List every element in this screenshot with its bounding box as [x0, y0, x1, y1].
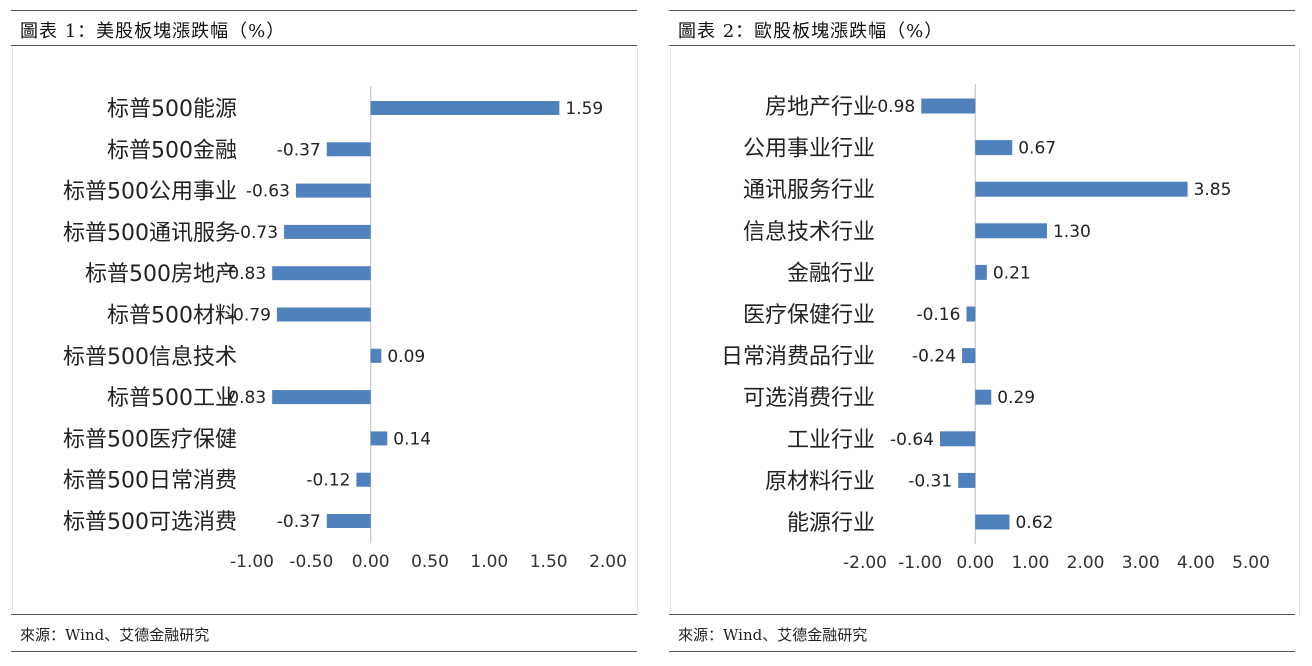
bar — [326, 142, 371, 157]
panel-guide-right — [1299, 48, 1300, 615]
category-label: 标普500日常消费 — [63, 469, 237, 494]
eu-sector-bar-chart: 房地产行业-0.98 公用事业行业 0.67 通讯服务行业 3.85 信息技术行业 1.30… — [721, 84, 1270, 573]
category-label: 标普500可选消费 — [63, 510, 237, 535]
chart-title-bar: 圖表 2：歐股板塊漲跌幅（%） — [669, 10, 1295, 46]
x-tick-label: 3.00 — [1122, 553, 1160, 573]
chart-title: 圖表 1：美股板塊漲跌幅（%） — [20, 21, 286, 42]
data-label: 3.85 — [1194, 180, 1232, 200]
bar — [272, 390, 371, 405]
category-label: 公用事业行业 — [743, 137, 875, 162]
x-tick-label: 0.00 — [352, 552, 390, 572]
category-label: 金融行业 — [787, 261, 875, 286]
data-label: 0.09 — [387, 347, 425, 367]
category-label: 标普500通讯服务 — [63, 221, 237, 246]
data-label: -0.63 — [246, 182, 290, 202]
x-tick-label: 1.00 — [470, 552, 508, 572]
category-label: 标普500医疗保健 — [63, 427, 237, 452]
data-label: 1.30 — [1053, 222, 1091, 242]
chart-source-bar: 來源：Wind、艾德金融研究 — [669, 614, 1295, 652]
x-tick-label: -1.00 — [230, 552, 274, 572]
bar — [962, 348, 976, 364]
bar — [939, 431, 976, 447]
x-tick-label: 1.50 — [530, 552, 568, 572]
data-label: 0.21 — [993, 263, 1031, 283]
chart-title: 圖表 2：歐股板塊漲跌幅（%） — [678, 21, 944, 42]
category-label: 可选消费行业 — [743, 386, 875, 411]
bar — [370, 431, 388, 446]
category-label: 医疗保健行业 — [743, 303, 875, 328]
bar — [975, 514, 1010, 530]
data-label: 0.67 — [1018, 139, 1056, 159]
x-tick-label: -2.00 — [843, 553, 887, 573]
category-label: 标普500材料 — [107, 304, 237, 329]
bar — [975, 223, 1047, 239]
data-label: 0.29 — [997, 388, 1035, 408]
data-label: -0.73 — [234, 223, 278, 243]
x-tick-label: 1.00 — [1011, 553, 1049, 573]
data-label: -0.79 — [227, 306, 271, 326]
bar — [370, 101, 560, 115]
us-sector-chart-panel: 圖表 1：美股板塊漲跌幅（%） 标普500能源 1.59 标普500金融 -0.37 标… — [11, 10, 637, 652]
category-label: 标普500房地产 — [85, 262, 237, 287]
x-tick-label: -0.50 — [289, 552, 333, 572]
x-tick-label: 2.00 — [1067, 553, 1105, 573]
us-sector-bar-chart: 标普500能源 1.59 标普500金融 -0.37 标普500公用事业 -0.63 标普5… — [63, 86, 627, 572]
category-label: 能源行业 — [787, 511, 875, 536]
bar — [272, 266, 371, 281]
category-label: 标普500公用事业 — [63, 180, 237, 205]
data-label: -0.37 — [277, 140, 321, 160]
category-label: 标普500能源 — [107, 97, 237, 122]
data-label: -0.16 — [916, 305, 960, 325]
bar — [295, 183, 371, 198]
data-label: 1.59 — [565, 99, 603, 119]
bar — [975, 140, 1013, 156]
category-label: 通讯服务行业 — [743, 178, 875, 203]
bar — [975, 389, 992, 405]
x-tick-label: 4.00 — [1177, 553, 1215, 573]
category-label: 日常消费品行业 — [721, 345, 875, 370]
bar — [284, 224, 371, 239]
data-label: -0.83 — [222, 264, 266, 284]
x-tick-label: 5.00 — [1232, 553, 1270, 573]
category-label: 标普500金融 — [107, 138, 237, 163]
chart-source-bar: 來源：Wind、艾德金融研究 — [11, 614, 637, 652]
data-label: -0.64 — [890, 430, 934, 450]
bar — [966, 306, 976, 322]
category-label: 标普500信息技术 — [63, 345, 237, 370]
x-tick-label: -1.00 — [898, 553, 942, 573]
chart-title-bar: 圖表 1：美股板塊漲跌幅（%） — [11, 10, 637, 46]
panel-guide-divider — [637, 48, 638, 615]
data-label: -0.98 — [871, 97, 915, 117]
data-label: 0.14 — [393, 429, 431, 449]
bar — [326, 514, 371, 528]
eu-sector-chart-panel: 圖表 2：歐股板塊漲跌幅（%） 房地产行业 -0.98 公用事业行业 0.67 通讯服务… — [669, 10, 1295, 652]
category-label: 信息技术行业 — [743, 220, 875, 245]
x-tick-label: 2.00 — [589, 552, 627, 572]
category-label: 工业行业 — [787, 428, 875, 453]
data-label: -0.83 — [222, 388, 266, 408]
panel-guide-divider-2 — [670, 48, 671, 615]
data-label: -0.12 — [306, 471, 350, 491]
bar — [356, 472, 371, 487]
bar — [958, 472, 976, 488]
data-label: 0.62 — [1015, 513, 1053, 533]
x-tick-label: 0.50 — [411, 552, 449, 572]
bar — [975, 264, 987, 280]
data-label: -0.24 — [912, 347, 956, 367]
chart-source: 來源：Wind、艾德金融研究 — [20, 626, 210, 644]
data-label: -0.37 — [277, 512, 321, 532]
category-label: 标普500工业 — [107, 386, 237, 411]
data-label: -0.31 — [908, 471, 952, 491]
bar — [276, 307, 371, 322]
bar — [975, 181, 1188, 197]
category-label: 原材料行业 — [765, 469, 875, 494]
bar — [921, 98, 976, 114]
category-label: 房地产行业 — [765, 95, 875, 120]
chart-source: 來源：Wind、艾德金融研究 — [678, 626, 868, 644]
bar — [370, 348, 382, 363]
x-tick-label: 0.00 — [956, 553, 994, 573]
panel-guide-left — [12, 48, 13, 615]
